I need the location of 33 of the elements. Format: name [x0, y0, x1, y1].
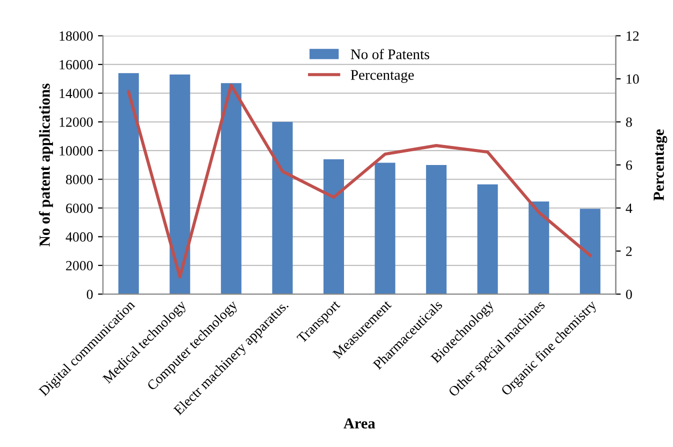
- bar: [323, 159, 344, 294]
- y-tick-label: 12000: [60, 117, 93, 127]
- y-tick-label: 8000: [66, 174, 93, 184]
- bar: [528, 202, 550, 294]
- y2-tick-label: 4: [626, 204, 632, 213]
- y2-axis-title: Percentage: [654, 129, 668, 201]
- y-tick-label: 2000: [66, 261, 93, 270]
- y2-tick-label: 8: [626, 117, 632, 127]
- legend-label: No of Patents: [350, 48, 430, 60]
- bar: [272, 122, 293, 294]
- y-tick-label: 14000: [60, 88, 93, 98]
- bar: [477, 184, 498, 294]
- y-tick-label: 16000: [60, 60, 93, 70]
- x-axis-title: Area: [344, 418, 376, 429]
- y-tick-label: 18000: [60, 31, 93, 41]
- bar: [426, 164, 447, 294]
- bar: [580, 208, 600, 294]
- bar: [374, 162, 396, 294]
- legend-label: Percentage: [350, 70, 414, 83]
- y2-tick-label: 0: [626, 290, 632, 300]
- y2-tick-label: 2: [626, 246, 632, 256]
- bar: [170, 74, 190, 294]
- line-series: [127, 84, 592, 278]
- bar: [118, 73, 139, 294]
- y2-tick-label: 6: [626, 160, 632, 170]
- y-tick-label: 4000: [66, 232, 93, 242]
- y2-tick-label: 12: [626, 31, 639, 41]
- bar: [220, 83, 242, 294]
- y-tick-label: 0: [86, 290, 93, 300]
- y-tick-label: 10000: [60, 146, 93, 156]
- y-axis-title: No of patent applications: [38, 84, 53, 246]
- y-tick-label: 6000: [66, 204, 93, 213]
- y2-tick-label: 10: [626, 74, 639, 84]
